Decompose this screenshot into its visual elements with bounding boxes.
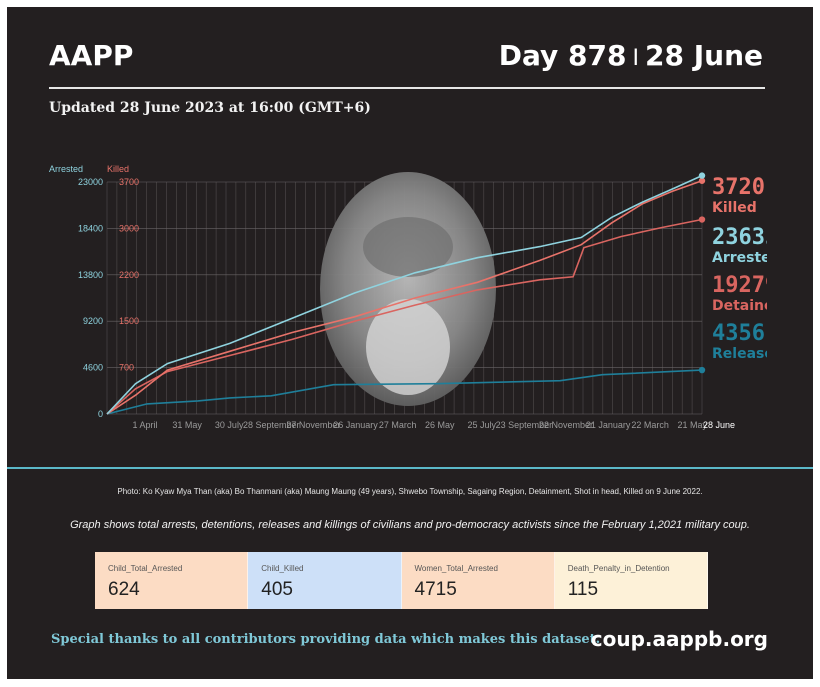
x-axis-tick: 26 January bbox=[333, 420, 378, 430]
x-axis-tick: 21 May bbox=[678, 420, 708, 430]
stats-cards: Child_Total_Arrested 624 Child_Killed 40… bbox=[95, 552, 708, 609]
victim-photo bbox=[320, 172, 496, 406]
end-label-value-detained: 19279 bbox=[712, 273, 767, 298]
site-link[interactable]: coup.aappb.org bbox=[590, 627, 768, 651]
end-label-value-released: 4356 bbox=[712, 321, 765, 346]
x-axis-tick: 27 March bbox=[379, 420, 417, 430]
series-line-killed bbox=[106, 179, 703, 415]
right-axis-tick: 3000 bbox=[119, 223, 139, 233]
photo-caption: Photo: Ko Kyaw Mya Than (aka) Bo Thanman… bbox=[117, 487, 703, 496]
infographic-panel: AAPP Day 878 I 28 June Updated 28 June 202… bbox=[7, 7, 813, 679]
x-axis-tick: 22 November bbox=[539, 420, 593, 430]
x-axis-tick: 31 May bbox=[172, 420, 202, 430]
chart-lines bbox=[106, 172, 706, 415]
series-end-marker-released bbox=[698, 366, 706, 374]
left-axis-label: Arrested bbox=[49, 164, 83, 174]
line-chart: Arrested Killed 0 4600 9200 13800 18400 23000… bbox=[49, 164, 767, 430]
stat-card-label: Women_Total_Arrested bbox=[414, 564, 498, 573]
stat-card-label: Child_Total_Arrested bbox=[108, 564, 183, 573]
right-axis-tick: 1500 bbox=[119, 316, 139, 326]
left-axis-tick: 4600 bbox=[83, 363, 103, 373]
series-line-detained bbox=[106, 218, 703, 415]
end-label-value-killed: 3720 bbox=[712, 175, 765, 200]
day-date-heading: Day 878 I 28 June bbox=[499, 39, 763, 72]
left-axis-tick: 9200 bbox=[83, 316, 103, 326]
stat-card-value: 405 bbox=[261, 579, 293, 600]
x-axis-tick: 26 May bbox=[425, 420, 455, 430]
series-end-marker-arrested bbox=[698, 172, 706, 179]
stat-card-death-penalty: Death_Penalty_in_Detention 115 bbox=[554, 552, 708, 609]
stat-card-women-total-arrested: Women_Total_Arrested 4715 bbox=[401, 552, 555, 609]
left-axis-tick: 13800 bbox=[78, 270, 103, 280]
x-axis-tick: 25 July bbox=[468, 420, 497, 430]
x-axis-tick: 28 September bbox=[243, 420, 300, 430]
thanks-note: Special thanks to all contributors provi… bbox=[51, 632, 601, 647]
org-title: AAPP bbox=[49, 39, 134, 72]
x-axis-tick: 30 July bbox=[215, 420, 244, 430]
stat-card-label: Child_Killed bbox=[261, 564, 304, 573]
section-divider bbox=[7, 467, 813, 469]
stat-card-value: 624 bbox=[108, 579, 140, 600]
left-axis-tick: 0 bbox=[98, 409, 103, 419]
series-line-released bbox=[106, 369, 703, 415]
day-label: Day 878 bbox=[498, 39, 627, 72]
series-end-marker-killed bbox=[698, 177, 706, 184]
right-axis-label: Killed bbox=[107, 164, 129, 174]
right-axis-tick: 2200 bbox=[119, 270, 139, 280]
x-axis-tick: 1 April bbox=[132, 420, 157, 430]
date-label: 28 June bbox=[645, 39, 763, 72]
x-axis-tick: 27 November bbox=[286, 420, 340, 430]
graph-description: Graph shows total arrests, detentions, r… bbox=[70, 519, 750, 531]
x-axis-tick: 23 September bbox=[496, 420, 553, 430]
stat-card-value: 4715 bbox=[414, 579, 457, 600]
header-rule bbox=[49, 87, 765, 89]
left-axis-tick: 18400 bbox=[78, 223, 103, 233]
series-line-arrested bbox=[106, 174, 703, 415]
stat-card-label: Death_Penalty_in_Detention bbox=[567, 564, 670, 573]
updated-timestamp: Updated 28 June 2023 at 16:00 (GMT+6) bbox=[49, 100, 371, 116]
stat-card-child-total-arrested: Child_Total_Arrested 624 bbox=[95, 552, 249, 609]
right-axis-tick: 3700 bbox=[119, 177, 139, 187]
x-axis-tick: 22 March bbox=[631, 420, 669, 430]
stat-card-value: 115 bbox=[567, 579, 599, 600]
stat-card-child-killed: Child_Killed 405 bbox=[248, 552, 402, 609]
end-label-name-detained: Detained bbox=[712, 298, 767, 314]
series-end-marker-detained bbox=[698, 216, 706, 223]
chart-axes: Arrested Killed 0 4600 9200 13800 18400 23000… bbox=[49, 164, 735, 430]
end-label-name-killed: Killed bbox=[712, 200, 757, 216]
heading-separator: I bbox=[632, 46, 640, 71]
right-axis-tick: 700 bbox=[119, 363, 134, 373]
x-axis-tick: 21 January bbox=[586, 420, 631, 430]
end-label-value-arrested: 23635 bbox=[712, 225, 767, 250]
end-label-name-released: Released bbox=[712, 346, 767, 362]
x-axis-tick: 28 June bbox=[703, 420, 735, 430]
end-label-name-arrested: Arrested bbox=[712, 250, 767, 266]
left-axis-tick: 23000 bbox=[78, 177, 103, 187]
